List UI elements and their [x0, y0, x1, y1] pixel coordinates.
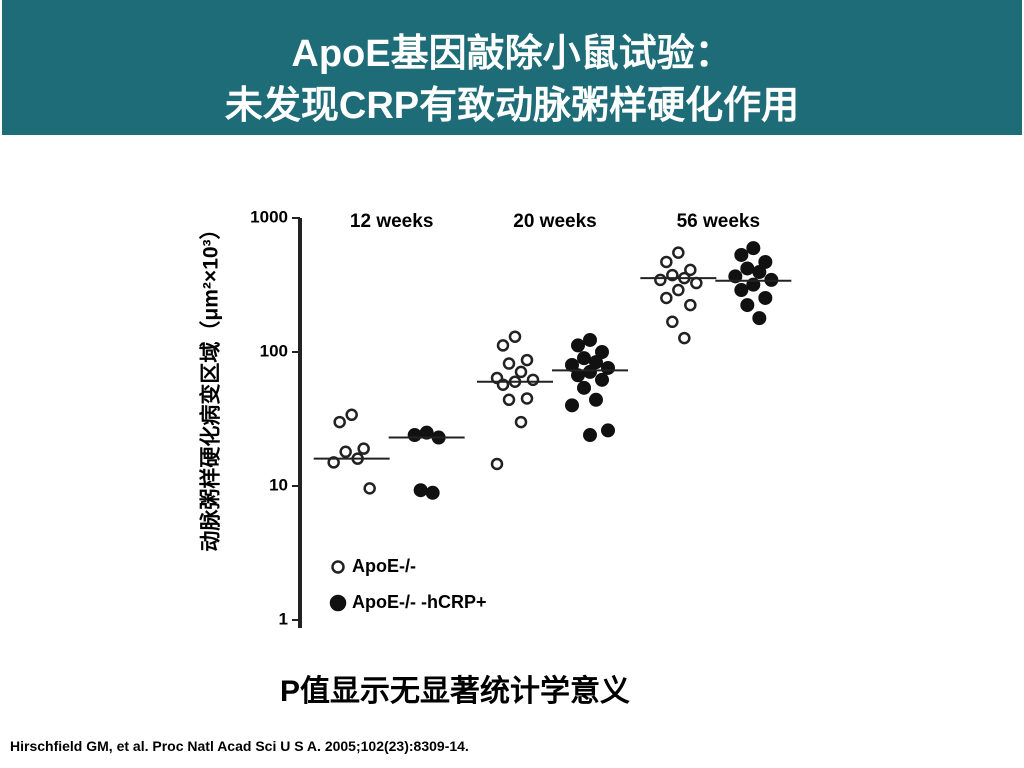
category-label: 56 weeks — [677, 211, 760, 232]
title-line: 未发现CRP有致动脉粥样硬化作用 — [224, 85, 800, 127]
data-point — [734, 247, 749, 262]
data-point — [740, 298, 755, 313]
data-point — [520, 353, 534, 367]
data-point — [571, 338, 585, 353]
category-label: 12 weeks — [350, 211, 433, 232]
data-point — [490, 457, 504, 471]
data-point — [363, 482, 376, 495]
data-point — [565, 357, 579, 372]
data-point — [589, 392, 603, 407]
data-point — [684, 263, 697, 277]
data-point — [413, 483, 428, 498]
y-tick-label: 1000 — [250, 207, 288, 226]
title-band — [2, 0, 1022, 135]
legend-label: ApoE-/- — [352, 556, 416, 576]
category-label: 20 weeks — [513, 211, 596, 232]
data-point — [514, 365, 528, 379]
data-point — [654, 273, 667, 287]
data-point — [728, 269, 743, 284]
legend-label: ApoE-/- -hCRP+ — [352, 592, 487, 612]
data-point — [678, 331, 691, 345]
legend-marker — [331, 560, 345, 574]
y-tick-label: 1 — [279, 609, 288, 628]
data-point — [583, 364, 597, 379]
data-point — [690, 276, 703, 290]
data-point — [508, 330, 522, 343]
data-point — [595, 372, 609, 387]
y-tick-label: 100 — [260, 341, 288, 360]
data-point — [577, 380, 591, 395]
data-point — [357, 442, 370, 455]
y-axis-label: 动脉粥样硬化病变区域（μm²×10³） — [199, 218, 223, 551]
data-point — [345, 408, 358, 422]
data-point — [752, 265, 767, 280]
data-point — [734, 283, 749, 298]
data-point — [740, 261, 755, 276]
reference: Hirschfield GM, et al. Proc Natl Acad Sc… — [10, 738, 469, 754]
data-point — [672, 246, 685, 259]
data-point — [333, 415, 346, 429]
data-point — [583, 428, 597, 443]
data-point — [565, 398, 579, 413]
data-point — [660, 255, 673, 269]
data-point — [496, 339, 510, 352]
data-point — [666, 315, 679, 329]
data-point — [577, 351, 591, 366]
data-point — [571, 368, 585, 383]
data-point — [502, 357, 516, 370]
data-point — [746, 241, 761, 256]
data-point — [758, 290, 773, 305]
data-point — [425, 485, 440, 500]
data-point — [758, 254, 773, 269]
y-tick-label: 10 — [269, 475, 288, 494]
data-point — [672, 283, 685, 297]
data-point — [660, 291, 673, 305]
data-point — [752, 311, 767, 326]
data-point — [407, 428, 422, 443]
title-line: ApoE基因敲除小鼠试验： — [291, 33, 733, 75]
data-point — [595, 345, 609, 359]
data-point — [502, 393, 516, 407]
note: P值显示无显著统计学意义 — [279, 675, 630, 708]
data-point — [583, 332, 597, 347]
data-point — [526, 373, 540, 387]
data-point — [327, 456, 340, 469]
legend-marker — [329, 594, 347, 612]
data-point — [339, 445, 352, 459]
data-point — [601, 360, 615, 375]
data-point — [601, 423, 615, 438]
data-point — [514, 415, 528, 429]
data-point — [520, 392, 534, 405]
data-point — [684, 298, 697, 312]
